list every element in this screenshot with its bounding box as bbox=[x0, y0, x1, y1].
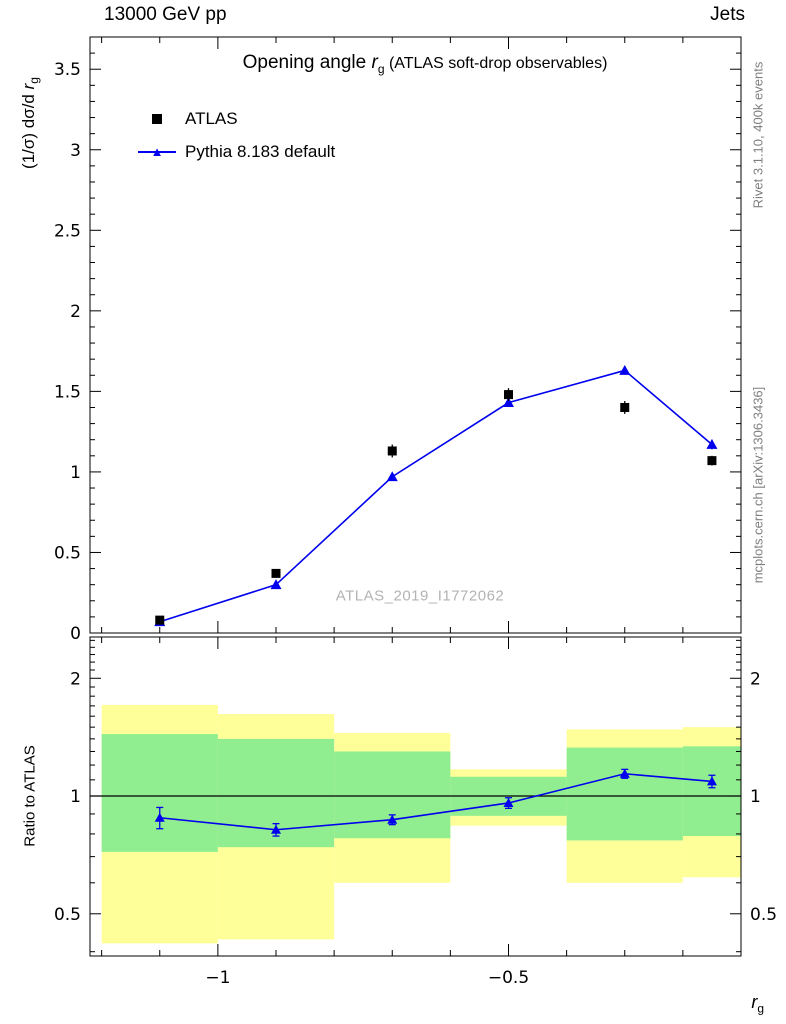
svg-text:0.5: 0.5 bbox=[750, 905, 777, 925]
svg-text:2.5: 2.5 bbox=[54, 221, 81, 241]
tick-labels: 0 0.5 1 1.5 2 2.5 3 3.5 0.5 0.5 1 1 2 2 −1 −0.5 bbox=[54, 60, 777, 988]
rivet-version-note: Rivet 3.1.10, 400k events bbox=[750, 61, 766, 209]
main-y-axis-label-subscript: g bbox=[27, 77, 42, 84]
svg-text:2: 2 bbox=[750, 669, 761, 689]
legend-label-atlas: ATLAS bbox=[185, 108, 238, 128]
ratio-y-axis-label: Ratio to ATLAS bbox=[21, 745, 39, 847]
main-y-axis-label-symbol: r bbox=[18, 83, 38, 90]
watermark: ATLAS_2019_I1772062 bbox=[335, 587, 505, 605]
legend-item-pythia: ▲ Pythia 8.183 default bbox=[138, 135, 335, 168]
ratio-curve bbox=[154, 768, 717, 837]
svg-text:−1: −1 bbox=[205, 968, 230, 988]
svg-text:0.5: 0.5 bbox=[54, 543, 81, 563]
plot-title-text: Opening angle bbox=[242, 52, 372, 73]
atlas-data-points bbox=[155, 388, 717, 625]
plot-title: Opening angle rg (ATLAS soft-drop observ… bbox=[243, 52, 608, 76]
svg-text:1: 1 bbox=[750, 787, 761, 807]
x-axis-label-subscript: g bbox=[757, 1001, 764, 1016]
svg-text:1: 1 bbox=[70, 463, 81, 483]
svg-text:2: 2 bbox=[70, 302, 81, 322]
legend: ATLAS ▲ Pythia 8.183 default bbox=[138, 102, 335, 168]
legend-label-pythia: Pythia 8.183 default bbox=[185, 141, 336, 161]
main-frame bbox=[89, 36, 742, 634]
plot-title-paren: (ATLAS soft-drop observables) bbox=[384, 55, 608, 72]
beam-info: 13000 GeV pp bbox=[104, 4, 227, 25]
x-axis-label: rg bbox=[751, 992, 764, 1016]
svg-text:−0.5: −0.5 bbox=[488, 968, 529, 988]
triangle-line-marker-icon: ▲ bbox=[138, 144, 176, 160]
axis-ticks bbox=[90, 36, 741, 956]
analysis-group: Jets bbox=[710, 4, 745, 25]
mcplots-reference-note: mcplots.cern.ch [arXiv:1306.3436] bbox=[750, 386, 766, 584]
svg-text:1.5: 1.5 bbox=[54, 382, 81, 402]
main-y-axis-label: (1/σ) dσ/d rg bbox=[19, 77, 41, 169]
plot-title-subscript: g bbox=[377, 61, 385, 76]
ratio-frame bbox=[89, 636, 742, 957]
svg-text:0.5: 0.5 bbox=[54, 905, 81, 925]
x-axis-label-symbol: r bbox=[751, 992, 758, 1012]
svg-text:0: 0 bbox=[70, 624, 81, 644]
svg-text:3: 3 bbox=[70, 141, 81, 161]
svg-text:2: 2 bbox=[70, 669, 81, 689]
main-y-axis-label-text: (1/σ) dσ/d bbox=[18, 89, 38, 169]
svg-text:1: 1 bbox=[70, 787, 81, 807]
ratio-band-green bbox=[101, 734, 741, 852]
square-marker-icon bbox=[138, 111, 176, 127]
plot-title-symbol: r bbox=[371, 52, 378, 73]
svg-text:3.5: 3.5 bbox=[54, 60, 81, 80]
legend-item-atlas: ATLAS bbox=[138, 102, 335, 135]
